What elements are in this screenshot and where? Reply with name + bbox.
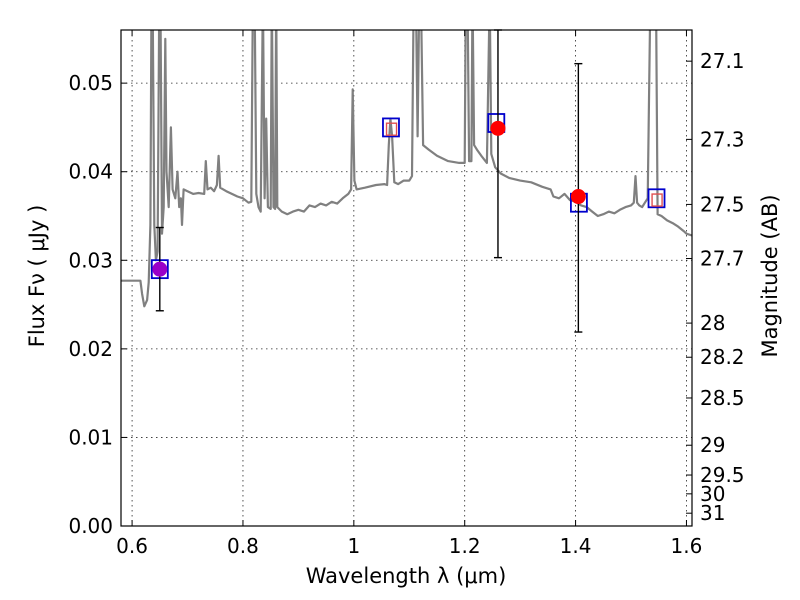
y2-tick-label: 27.7 xyxy=(700,247,745,271)
y2-tick-label: 28 xyxy=(700,311,725,335)
y2-tick-label: 27.3 xyxy=(700,127,745,151)
model-box-marker xyxy=(382,117,400,138)
y-tick-label: 0.02 xyxy=(68,337,113,361)
axis-ticks: 0.6 0.8 1 1.2 1.4 1.6 0.00 0.01 0.02 0.03 0.04 0.05… xyxy=(68,30,745,558)
measurement-point xyxy=(490,120,506,136)
y2-tick-label: 31 xyxy=(700,501,725,525)
y-axis-label: Flux Fν ( μJy ) xyxy=(25,205,49,348)
plot-area xyxy=(121,30,692,308)
x-tick-label: 0.6 xyxy=(116,534,148,558)
x-axis-label: Wavelength λ (μm) xyxy=(306,564,507,588)
y-tick-label: 0.01 xyxy=(68,425,113,449)
model-box-marker xyxy=(647,188,666,209)
y-tick-label: 0.04 xyxy=(68,160,113,184)
measurement-point xyxy=(152,261,168,277)
y-tick-label: 0.03 xyxy=(68,248,113,272)
y2-tick-label: 27.5 xyxy=(700,192,745,216)
measurement-point xyxy=(570,189,586,205)
y2-tick-label: 29.5 xyxy=(700,463,745,487)
y2-tick-label: 30 xyxy=(700,482,725,506)
x-tick-label: 1 xyxy=(347,534,360,558)
y2-tick-label: 27.1 xyxy=(700,49,745,73)
right-axis-label: Magnitude (AB) xyxy=(758,194,782,357)
model-inner-marker xyxy=(651,193,663,207)
y2-tick-label: 28.5 xyxy=(700,386,745,410)
x-tick-label: 1.6 xyxy=(671,534,703,558)
y2-tick-label: 29 xyxy=(700,433,725,457)
x-tick-label: 1.2 xyxy=(449,534,481,558)
plot-frame xyxy=(120,29,693,527)
model-inner-marker xyxy=(385,122,398,136)
x-tick-label: 1.4 xyxy=(560,534,592,558)
y2-tick-label: 28.2 xyxy=(700,345,745,369)
y-tick-label: 0.05 xyxy=(68,71,113,95)
grid-lines xyxy=(121,30,692,527)
marker-layer xyxy=(150,29,666,333)
x-tick-label: 0.8 xyxy=(227,534,259,558)
spectrum-line xyxy=(121,30,692,308)
y-tick-label: 0.00 xyxy=(68,514,113,538)
